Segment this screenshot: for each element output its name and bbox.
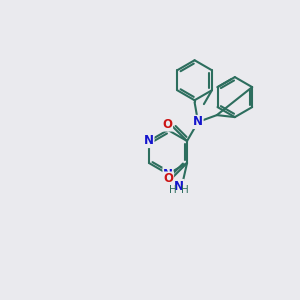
Text: N: N — [193, 116, 203, 128]
Text: H: H — [169, 185, 177, 195]
Text: N: N — [144, 134, 154, 148]
Text: O: O — [163, 118, 172, 131]
Text: H: H — [181, 185, 189, 195]
Text: N: N — [163, 167, 173, 181]
Text: N: N — [174, 179, 184, 193]
Text: O: O — [164, 172, 173, 185]
